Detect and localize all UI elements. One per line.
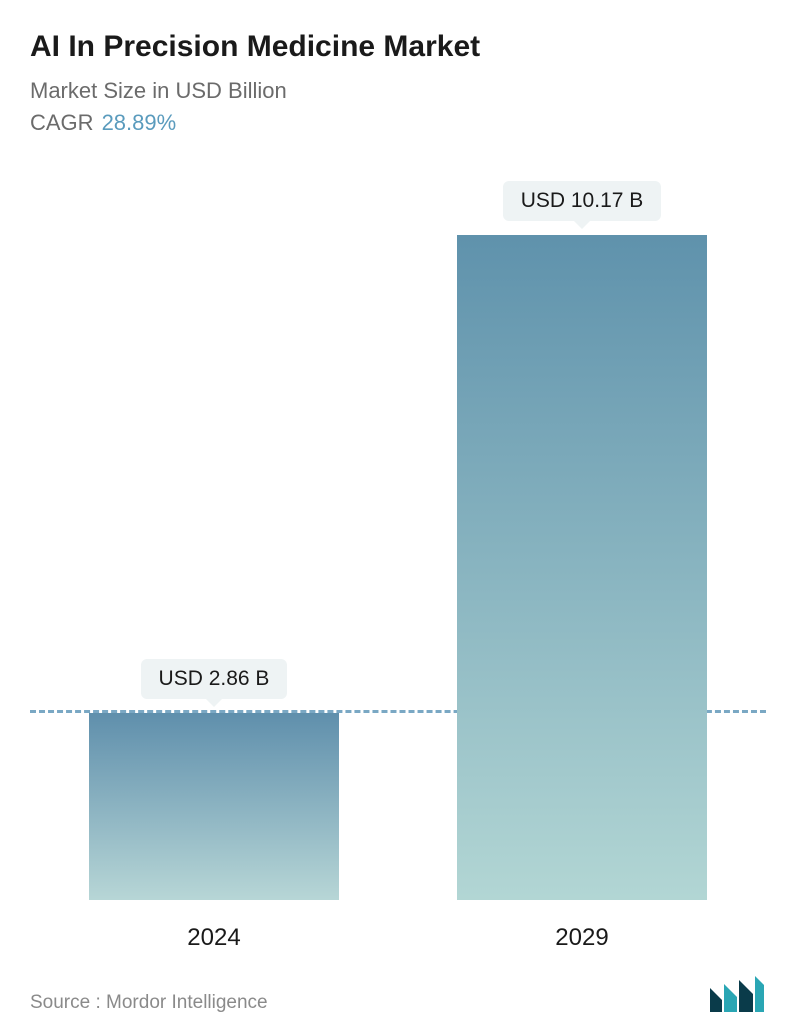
chart-container: AI In Precision Medicine Market Market S… — [0, 0, 796, 1034]
brand-logo-icon — [708, 974, 766, 1014]
bar-value-badge: USD 2.86 B — [141, 659, 288, 699]
footer: Source : Mordor Intelligence — [30, 970, 766, 1014]
logo-shape-3 — [739, 980, 753, 1012]
logo-shape-1 — [710, 988, 722, 1012]
cagr-label: CAGR — [30, 110, 94, 135]
bar-value-badge: USD 10.17 B — [503, 181, 662, 221]
logo-shape-2 — [724, 984, 737, 1012]
x-axis-label: 2024 — [89, 910, 339, 952]
bars-row: USD 2.86 B USD 10.17 B — [30, 156, 766, 900]
chart-subtitle: Market Size in USD Billion — [30, 78, 766, 104]
bar-group: USD 2.86 B — [89, 156, 339, 900]
x-axis-label: 2029 — [457, 910, 707, 952]
x-axis-labels: 2024 2029 — [30, 910, 766, 960]
logo-shape-4 — [755, 976, 764, 1012]
plot-region: USD 2.86 B USD 10.17 B — [30, 156, 766, 900]
bar — [89, 713, 339, 900]
chart-area: USD 2.86 B USD 10.17 B 2024 2029 — [30, 156, 766, 960]
chart-title: AI In Precision Medicine Market — [30, 30, 766, 64]
bar-group: USD 10.17 B — [457, 156, 707, 900]
cagr-row: CAGR 28.89% — [30, 110, 766, 136]
bar — [457, 235, 707, 900]
source-text: Source : Mordor Intelligence — [30, 992, 268, 1014]
cagr-value: 28.89% — [102, 110, 177, 135]
